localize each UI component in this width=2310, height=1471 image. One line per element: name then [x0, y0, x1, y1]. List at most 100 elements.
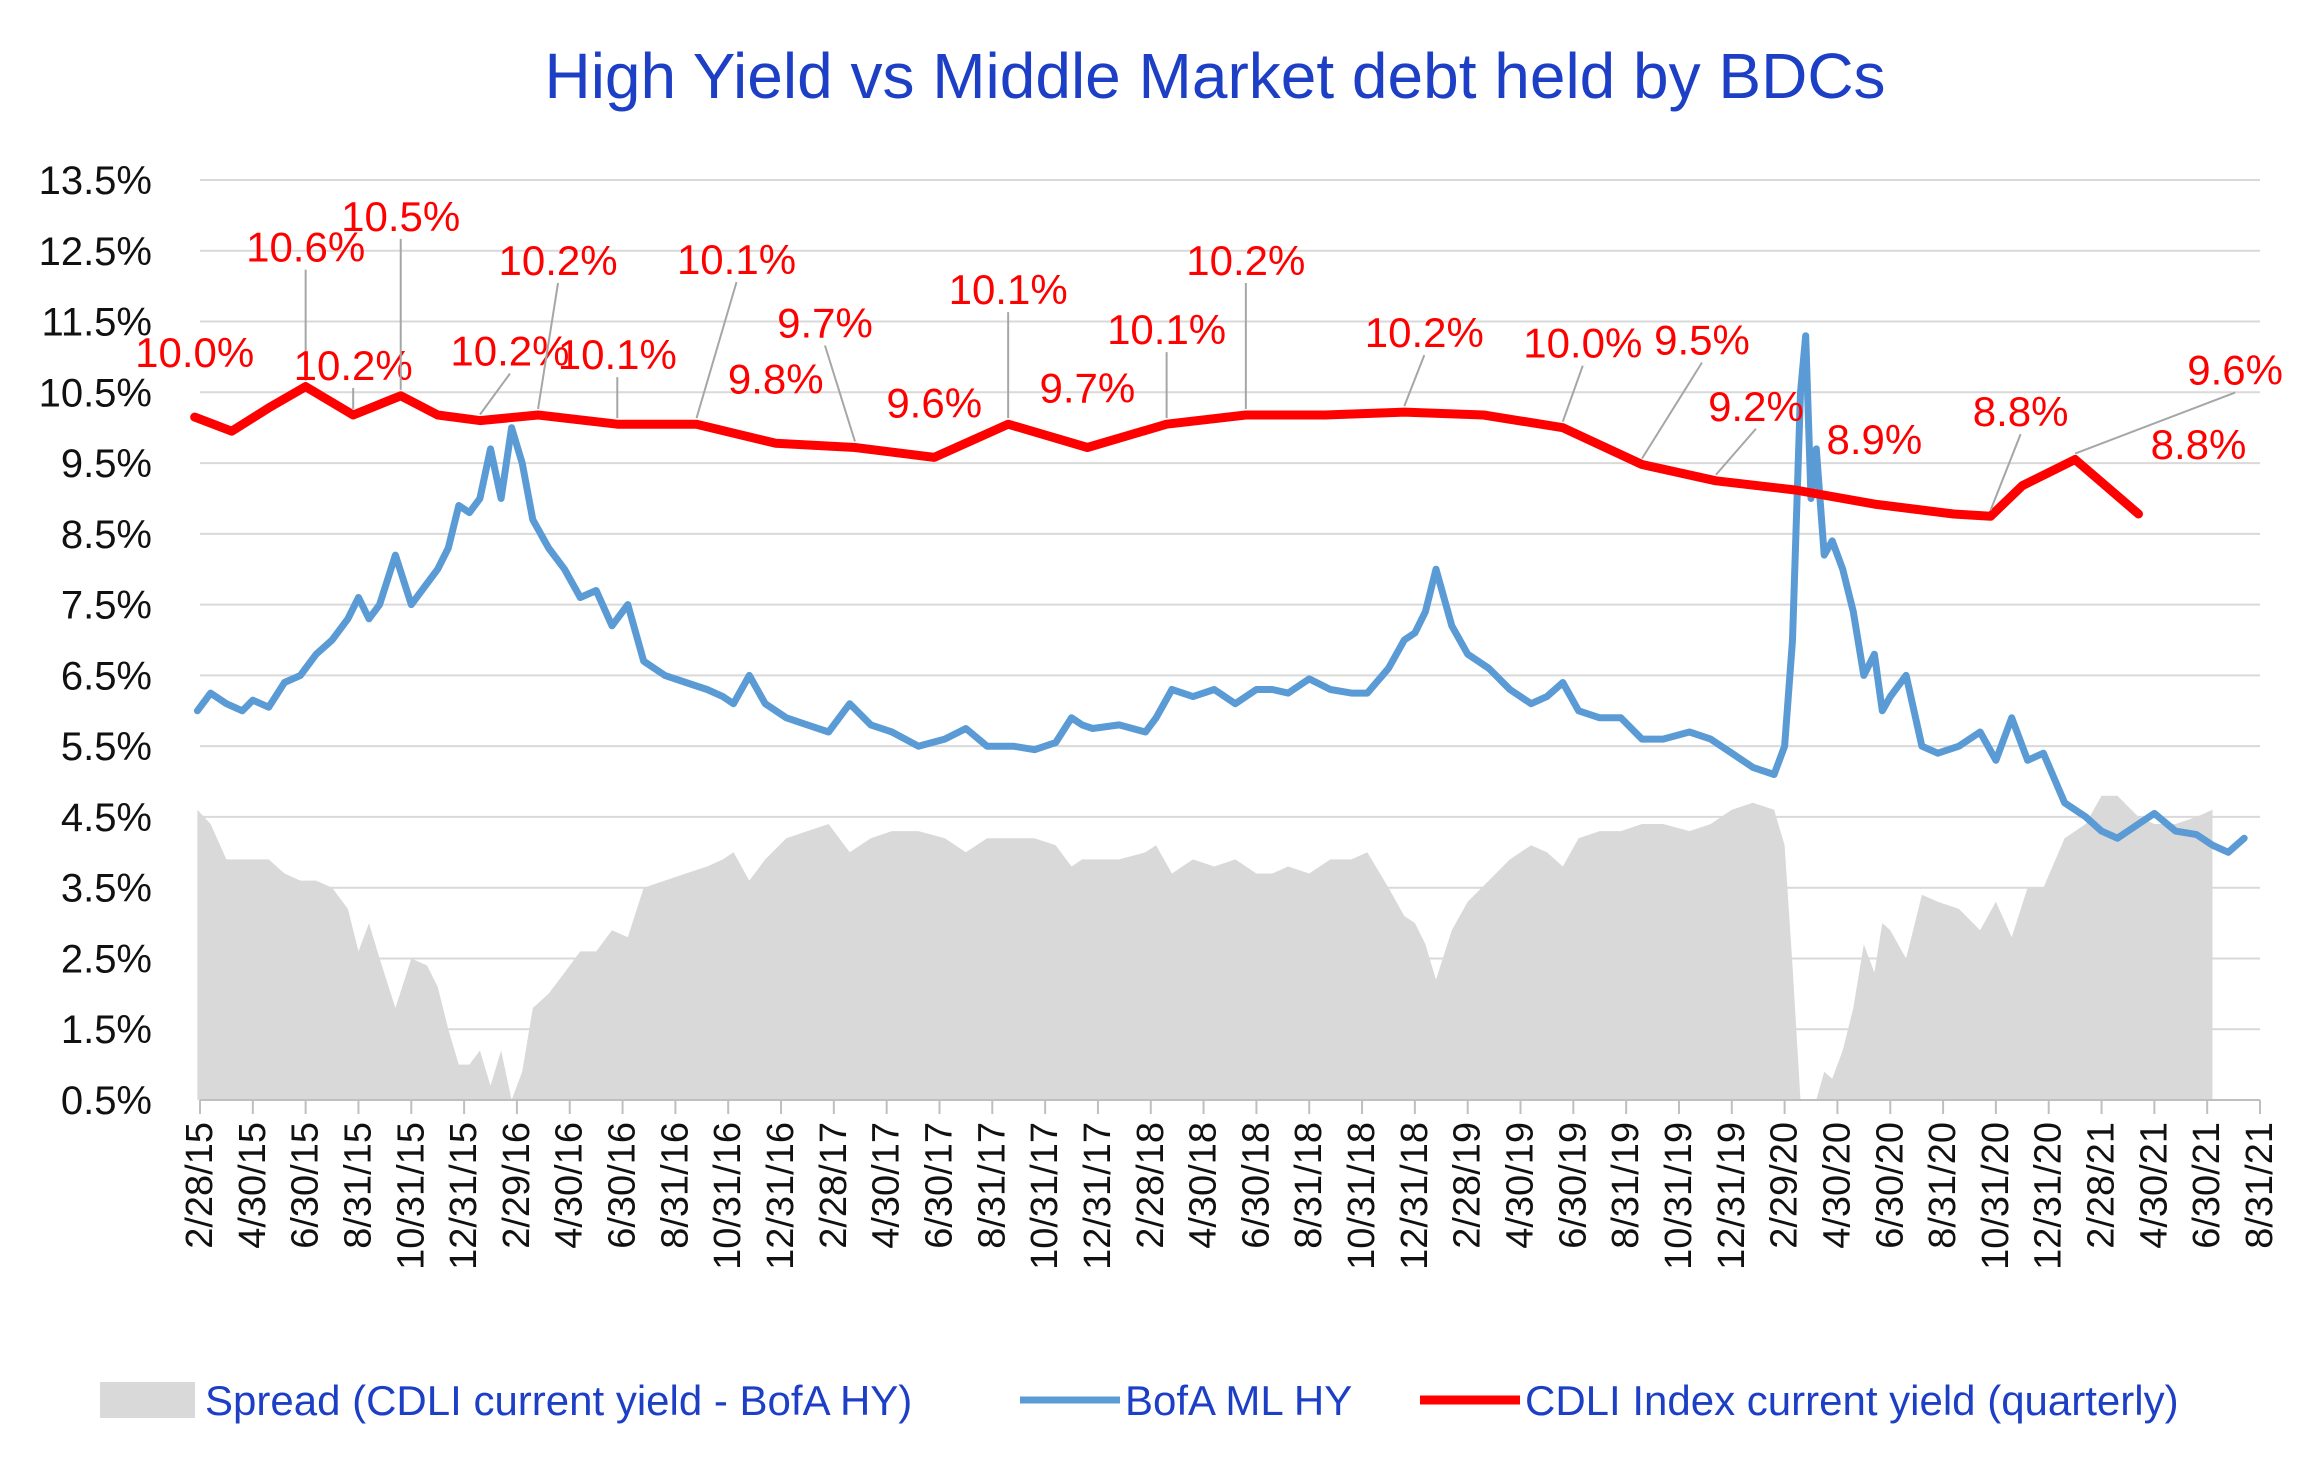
cdli-label-10-0: 10.0% — [135, 329, 254, 376]
cdli-label-8-9: 8.9% — [1827, 416, 1923, 463]
cdli-label-10-1-d: 10.1% — [1107, 306, 1226, 353]
x-tick-label: 6/30/18 — [1235, 1122, 1277, 1249]
x-tick-label: 8/31/21 — [2239, 1122, 2281, 1249]
y-tick-label: 8.5% — [61, 513, 152, 557]
x-tick-label: 6/30/15 — [285, 1122, 327, 1249]
x-tick-label: 4/30/20 — [1816, 1122, 1858, 1249]
y-tick-label: 6.5% — [61, 654, 152, 698]
cdli-label-10-2-c: 10.2% — [499, 237, 618, 284]
cdli-label-9-7-a: 9.7% — [777, 300, 873, 347]
y-tick-label: 3.5% — [61, 867, 152, 911]
cdli-label-9-6-b: 9.6% — [2187, 347, 2283, 394]
x-tick-label: 4/30/18 — [1183, 1122, 1225, 1249]
label-leader-line — [1989, 433, 2022, 511]
y-tick-label: 9.5% — [61, 442, 152, 486]
x-tick-label: 2/28/19 — [1447, 1122, 1489, 1249]
legend-label: BofA ML HY — [1125, 1377, 1352, 1424]
cdli-label-10-5: 10.5% — [341, 193, 460, 240]
y-tick-label: 10.5% — [39, 371, 152, 415]
x-tick-label: 10/31/17 — [1024, 1122, 1066, 1270]
label-leader-line — [1641, 361, 1703, 460]
x-tick-label: 12/31/17 — [1077, 1122, 1119, 1270]
x-tick-label: 8/31/15 — [337, 1122, 379, 1249]
x-tick-label: 4/30/16 — [549, 1122, 591, 1249]
label-leader-line — [695, 281, 738, 419]
legend-label: Spread (CDLI current yield - BofA HY) — [205, 1377, 912, 1424]
legend-label: CDLI Index current yield (quarterly) — [1525, 1377, 2179, 1424]
y-tick-label: 1.5% — [61, 1008, 152, 1052]
x-tick-label: 2/28/18 — [1130, 1122, 1172, 1249]
x-tick-label: 6/30/17 — [918, 1122, 960, 1249]
label-leader-line — [824, 345, 856, 442]
y-tick-label: 5.5% — [61, 725, 152, 769]
x-tick-label: 2/29/20 — [1764, 1122, 1806, 1249]
cdli-label-10-0-b: 10.0% — [1523, 320, 1642, 367]
x-tick-label: 10/31/19 — [1658, 1122, 1700, 1270]
x-tick-label: 12/31/15 — [443, 1122, 485, 1270]
cdli-label-8-8-a: 8.8% — [1973, 388, 2069, 435]
label-leader-line — [1715, 428, 1757, 476]
legend-swatch-spread — [100, 1382, 195, 1418]
x-tick-label: 10/31/15 — [390, 1122, 432, 1270]
x-tick-label: 2/28/17 — [813, 1122, 855, 1249]
x-tick-label: 10/31/18 — [1341, 1122, 1383, 1270]
cdli-line — [190, 382, 2143, 521]
x-tick-label: 12/31/18 — [1394, 1122, 1436, 1270]
cdli-label-8-8-b: 8.8% — [2151, 421, 2247, 468]
legend: Spread (CDLI current yield - BofA HY) Bof… — [100, 1377, 2179, 1424]
label-leader-line — [1403, 354, 1426, 407]
y-axis-ticks: 0.5% 1.5% 2.5% 3.5% 4.5% 5.5% 6.5% 7.5% 8.5% 9.5%… — [39, 159, 152, 1123]
bofa-hy-line — [193, 332, 2248, 856]
x-tick-label: 12/31/19 — [1711, 1122, 1753, 1270]
cdli-label-10-2-d: 10.2% — [1186, 237, 1305, 284]
x-tick-label: 6/30/21 — [2186, 1122, 2228, 1249]
cdli-label-10-1-a: 10.1% — [558, 331, 677, 378]
cdli-label-9-7-b: 9.7% — [1040, 365, 1136, 412]
x-tick-label: 8/31/17 — [971, 1122, 1013, 1249]
x-tick-label: 8/31/20 — [1922, 1122, 1964, 1249]
chart-title: High Yield vs Middle Market debt held by… — [544, 40, 1885, 112]
y-tick-label: 4.5% — [61, 796, 152, 840]
x-tick-label: 4/30/21 — [2133, 1122, 2175, 1249]
spread-area-shape — [197, 795, 2213, 1100]
cdli-label-9-5: 9.5% — [1654, 316, 1750, 363]
x-tick-label: 8/31/16 — [654, 1122, 696, 1249]
x-tick-label: 6/30/16 — [602, 1122, 644, 1249]
cdli-label-10-6: 10.6% — [246, 224, 365, 271]
spread-area — [197, 795, 2213, 1100]
x-tick-label: 2/28/15 — [179, 1122, 221, 1249]
cdli-series-line — [190, 382, 2143, 521]
x-tick-label: 4/30/17 — [866, 1122, 908, 1249]
label-leader-line — [479, 373, 511, 416]
x-tick-label: 2/28/21 — [2081, 1122, 2123, 1249]
x-axis: 2/28/15 4/30/15 6/30/15 8/31/15 10/31/15 12/3… — [179, 1099, 2281, 1270]
cdli-label-10-2-a: 10.2% — [294, 342, 413, 389]
y-tick-label: 2.5% — [61, 937, 152, 981]
cdli-label-10-1-c: 10.1% — [949, 266, 1068, 313]
x-tick-label: 10/31/20 — [1975, 1122, 2017, 1270]
x-tick-label: 8/31/19 — [1605, 1122, 1647, 1249]
cdli-label-10-2-b: 10.2% — [450, 328, 569, 375]
gridlines — [200, 179, 2260, 1101]
x-tick-label: 6/30/20 — [1869, 1122, 1911, 1249]
x-tick-label: 12/31/16 — [760, 1122, 802, 1270]
x-tick-label: 12/31/20 — [2028, 1122, 2070, 1270]
label-leader-line — [2074, 391, 2236, 455]
y-tick-label: 11.5% — [42, 301, 152, 345]
data-labels: 10.0%10.6%10.2%10.5%10.2%10.2%10.1%10.1%… — [135, 193, 2283, 511]
cdli-label-9-6-a: 9.6% — [886, 379, 982, 426]
y-tick-label: 13.5% — [39, 159, 152, 203]
cdli-label-9-2: 9.2% — [1708, 383, 1804, 430]
bofa-hy-series-line — [193, 332, 2248, 856]
x-tick-label: 6/30/19 — [1552, 1122, 1594, 1249]
cdli-label-10-1-b: 10.1% — [677, 236, 796, 283]
x-tick-label: 4/30/15 — [232, 1122, 274, 1249]
y-tick-label: 0.5% — [61, 1079, 152, 1123]
y-tick-label: 12.5% — [39, 230, 152, 274]
y-tick-label: 7.5% — [61, 584, 152, 628]
label-leader-line — [1561, 365, 1584, 423]
cdli-label-9-8: 9.8% — [728, 355, 824, 402]
x-tick-label: 8/31/18 — [1288, 1122, 1330, 1249]
x-tick-label: 10/31/16 — [707, 1122, 749, 1270]
